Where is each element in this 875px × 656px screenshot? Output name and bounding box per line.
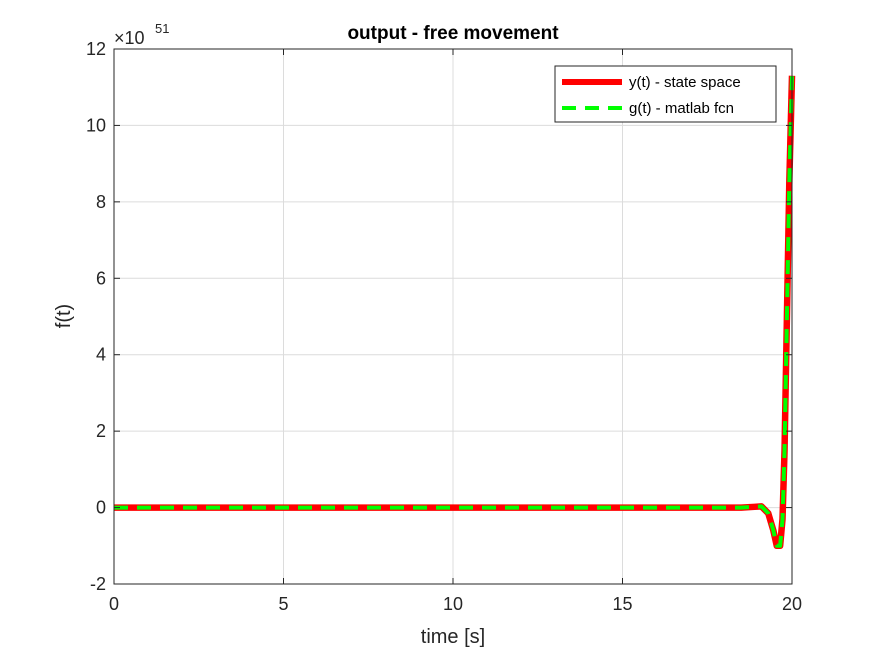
x-tick-label: 0: [109, 594, 119, 614]
y-axis-label: f(t): [53, 304, 75, 328]
series-line-g: [114, 75, 794, 548]
y-tick-label: 10: [86, 115, 106, 135]
legend: y(t) - state space g(t) - matlab fcn: [554, 65, 777, 123]
x-tick-label: 10: [443, 594, 463, 614]
y-tick-label: 0: [96, 498, 106, 518]
x-tick-label: 15: [612, 594, 632, 614]
y-multiplier-exponent: 51: [155, 21, 169, 36]
x-tick-label: 5: [278, 594, 288, 614]
series-layer: [114, 75, 796, 550]
y-multiplier-base: ×10: [114, 28, 145, 48]
legend-label-g: g(t) - matlab fcn: [629, 100, 734, 117]
y-tick-label: 4: [96, 345, 106, 365]
y-tick-label: 8: [96, 192, 106, 212]
legend-box: [554, 65, 777, 123]
x-tick-label: 20: [782, 594, 802, 614]
chart-title: output - free movement: [347, 23, 559, 44]
y-tick-label: 6: [96, 268, 106, 288]
x-axis-label: time [s]: [421, 626, 485, 648]
y-tick-label: 2: [96, 421, 106, 441]
legend-label-y: y(t) - state space: [629, 74, 741, 91]
y-tick-label: 12: [86, 39, 106, 59]
y-tick-label: -2: [90, 574, 106, 594]
